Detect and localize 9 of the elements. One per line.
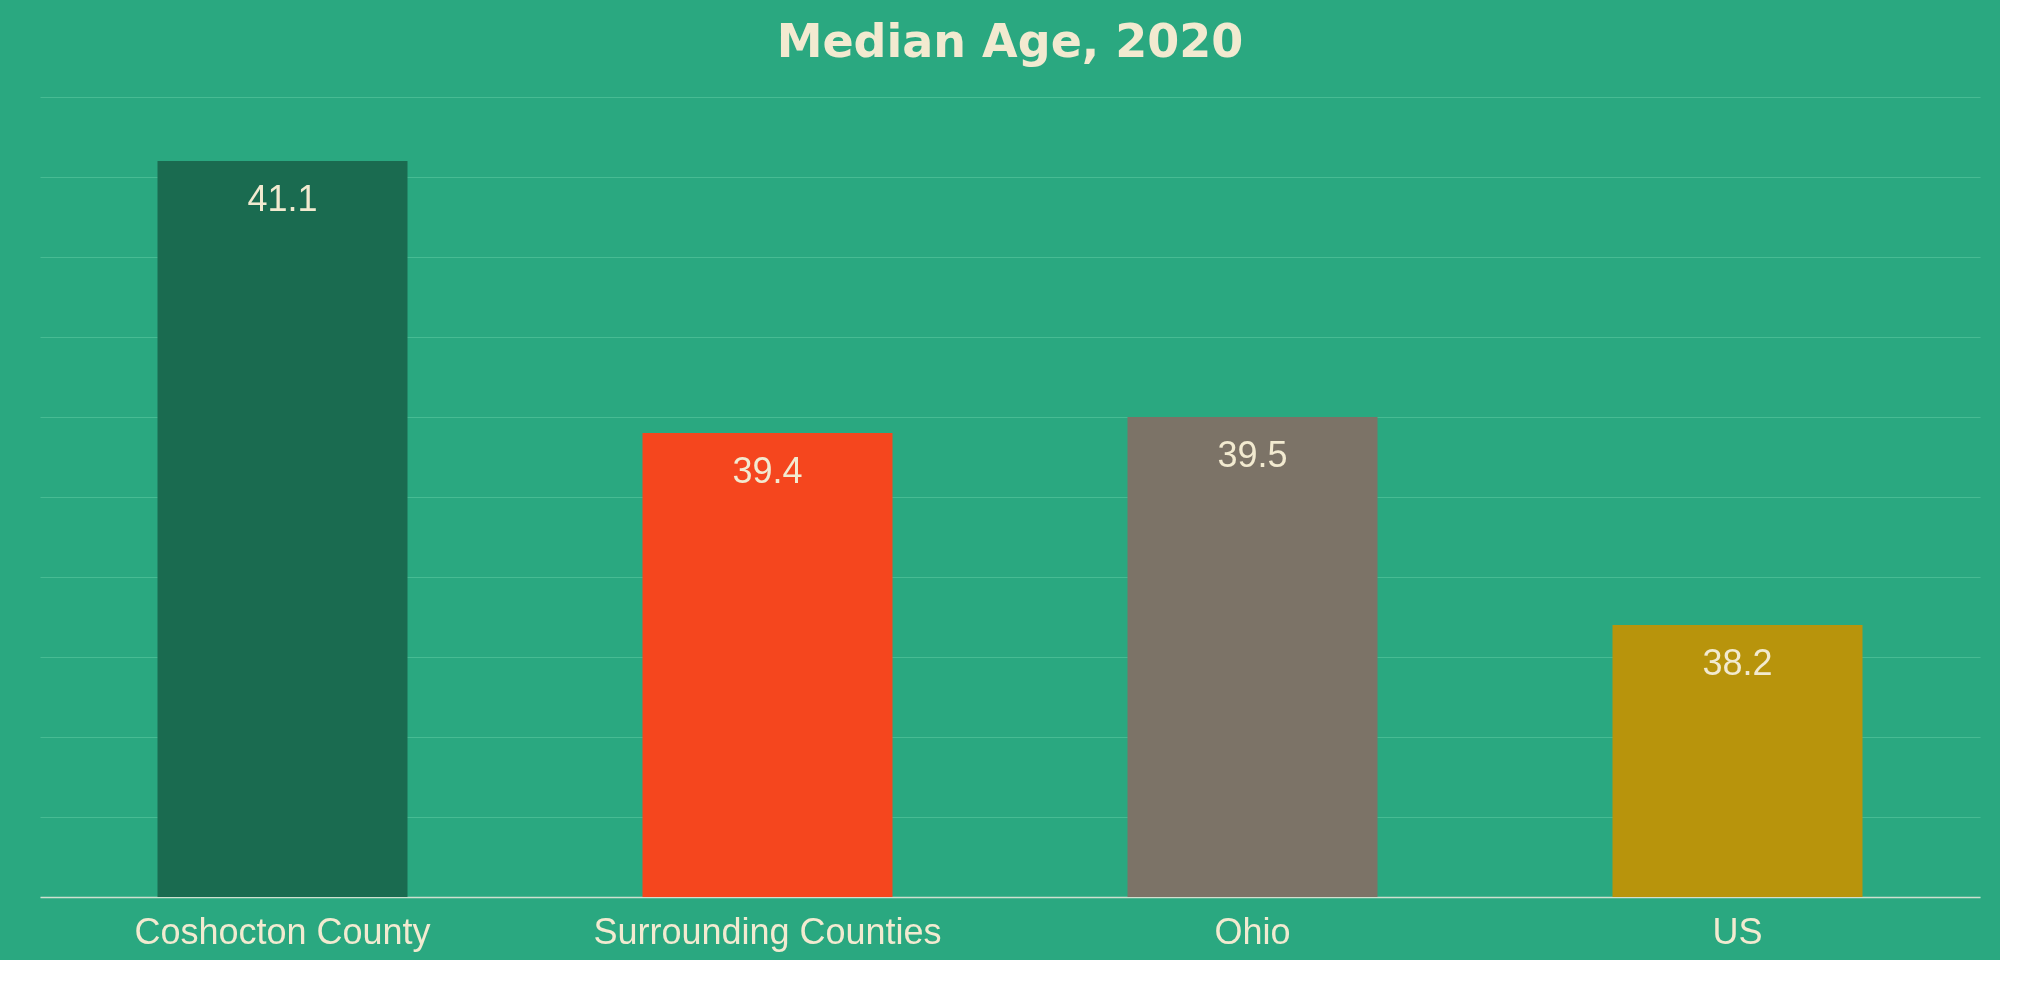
x-tick-label: Surrounding Counties — [593, 910, 942, 952]
data-label: 41.1 — [247, 178, 318, 219]
chart-title: Median Age, 2020 — [776, 14, 1244, 68]
data-label: 38.2 — [1702, 642, 1773, 683]
data-label: 39.4 — [732, 450, 803, 491]
x-tick-label: Ohio — [1214, 910, 1291, 952]
x-tick-label: US — [1712, 910, 1763, 952]
x-tick-label: Coshocton County — [134, 910, 431, 952]
data-label: 39.5 — [1217, 434, 1288, 475]
